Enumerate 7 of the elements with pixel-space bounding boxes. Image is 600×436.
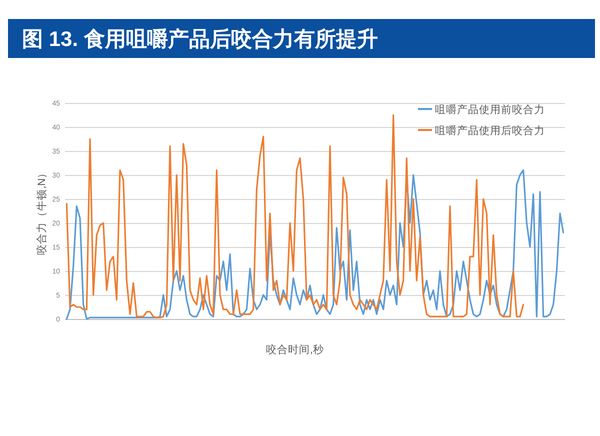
legend-item: 咀嚼产品使用前咬合力	[418, 104, 545, 116]
y-axis-title: 咬合力（牛顿,N）	[36, 167, 48, 255]
legend-label: 咀嚼产品使用前咬合力	[435, 102, 545, 116]
legend-item: 咀嚼产品使用后咬合力	[418, 124, 545, 137]
title: 图 13. 食用咀嚼产品后咬合力有所提升	[22, 28, 378, 51]
x-axis-title: 咬合时间,秒	[266, 344, 324, 356]
legend-label: 咀嚼产品使用后咬合力	[435, 124, 545, 137]
